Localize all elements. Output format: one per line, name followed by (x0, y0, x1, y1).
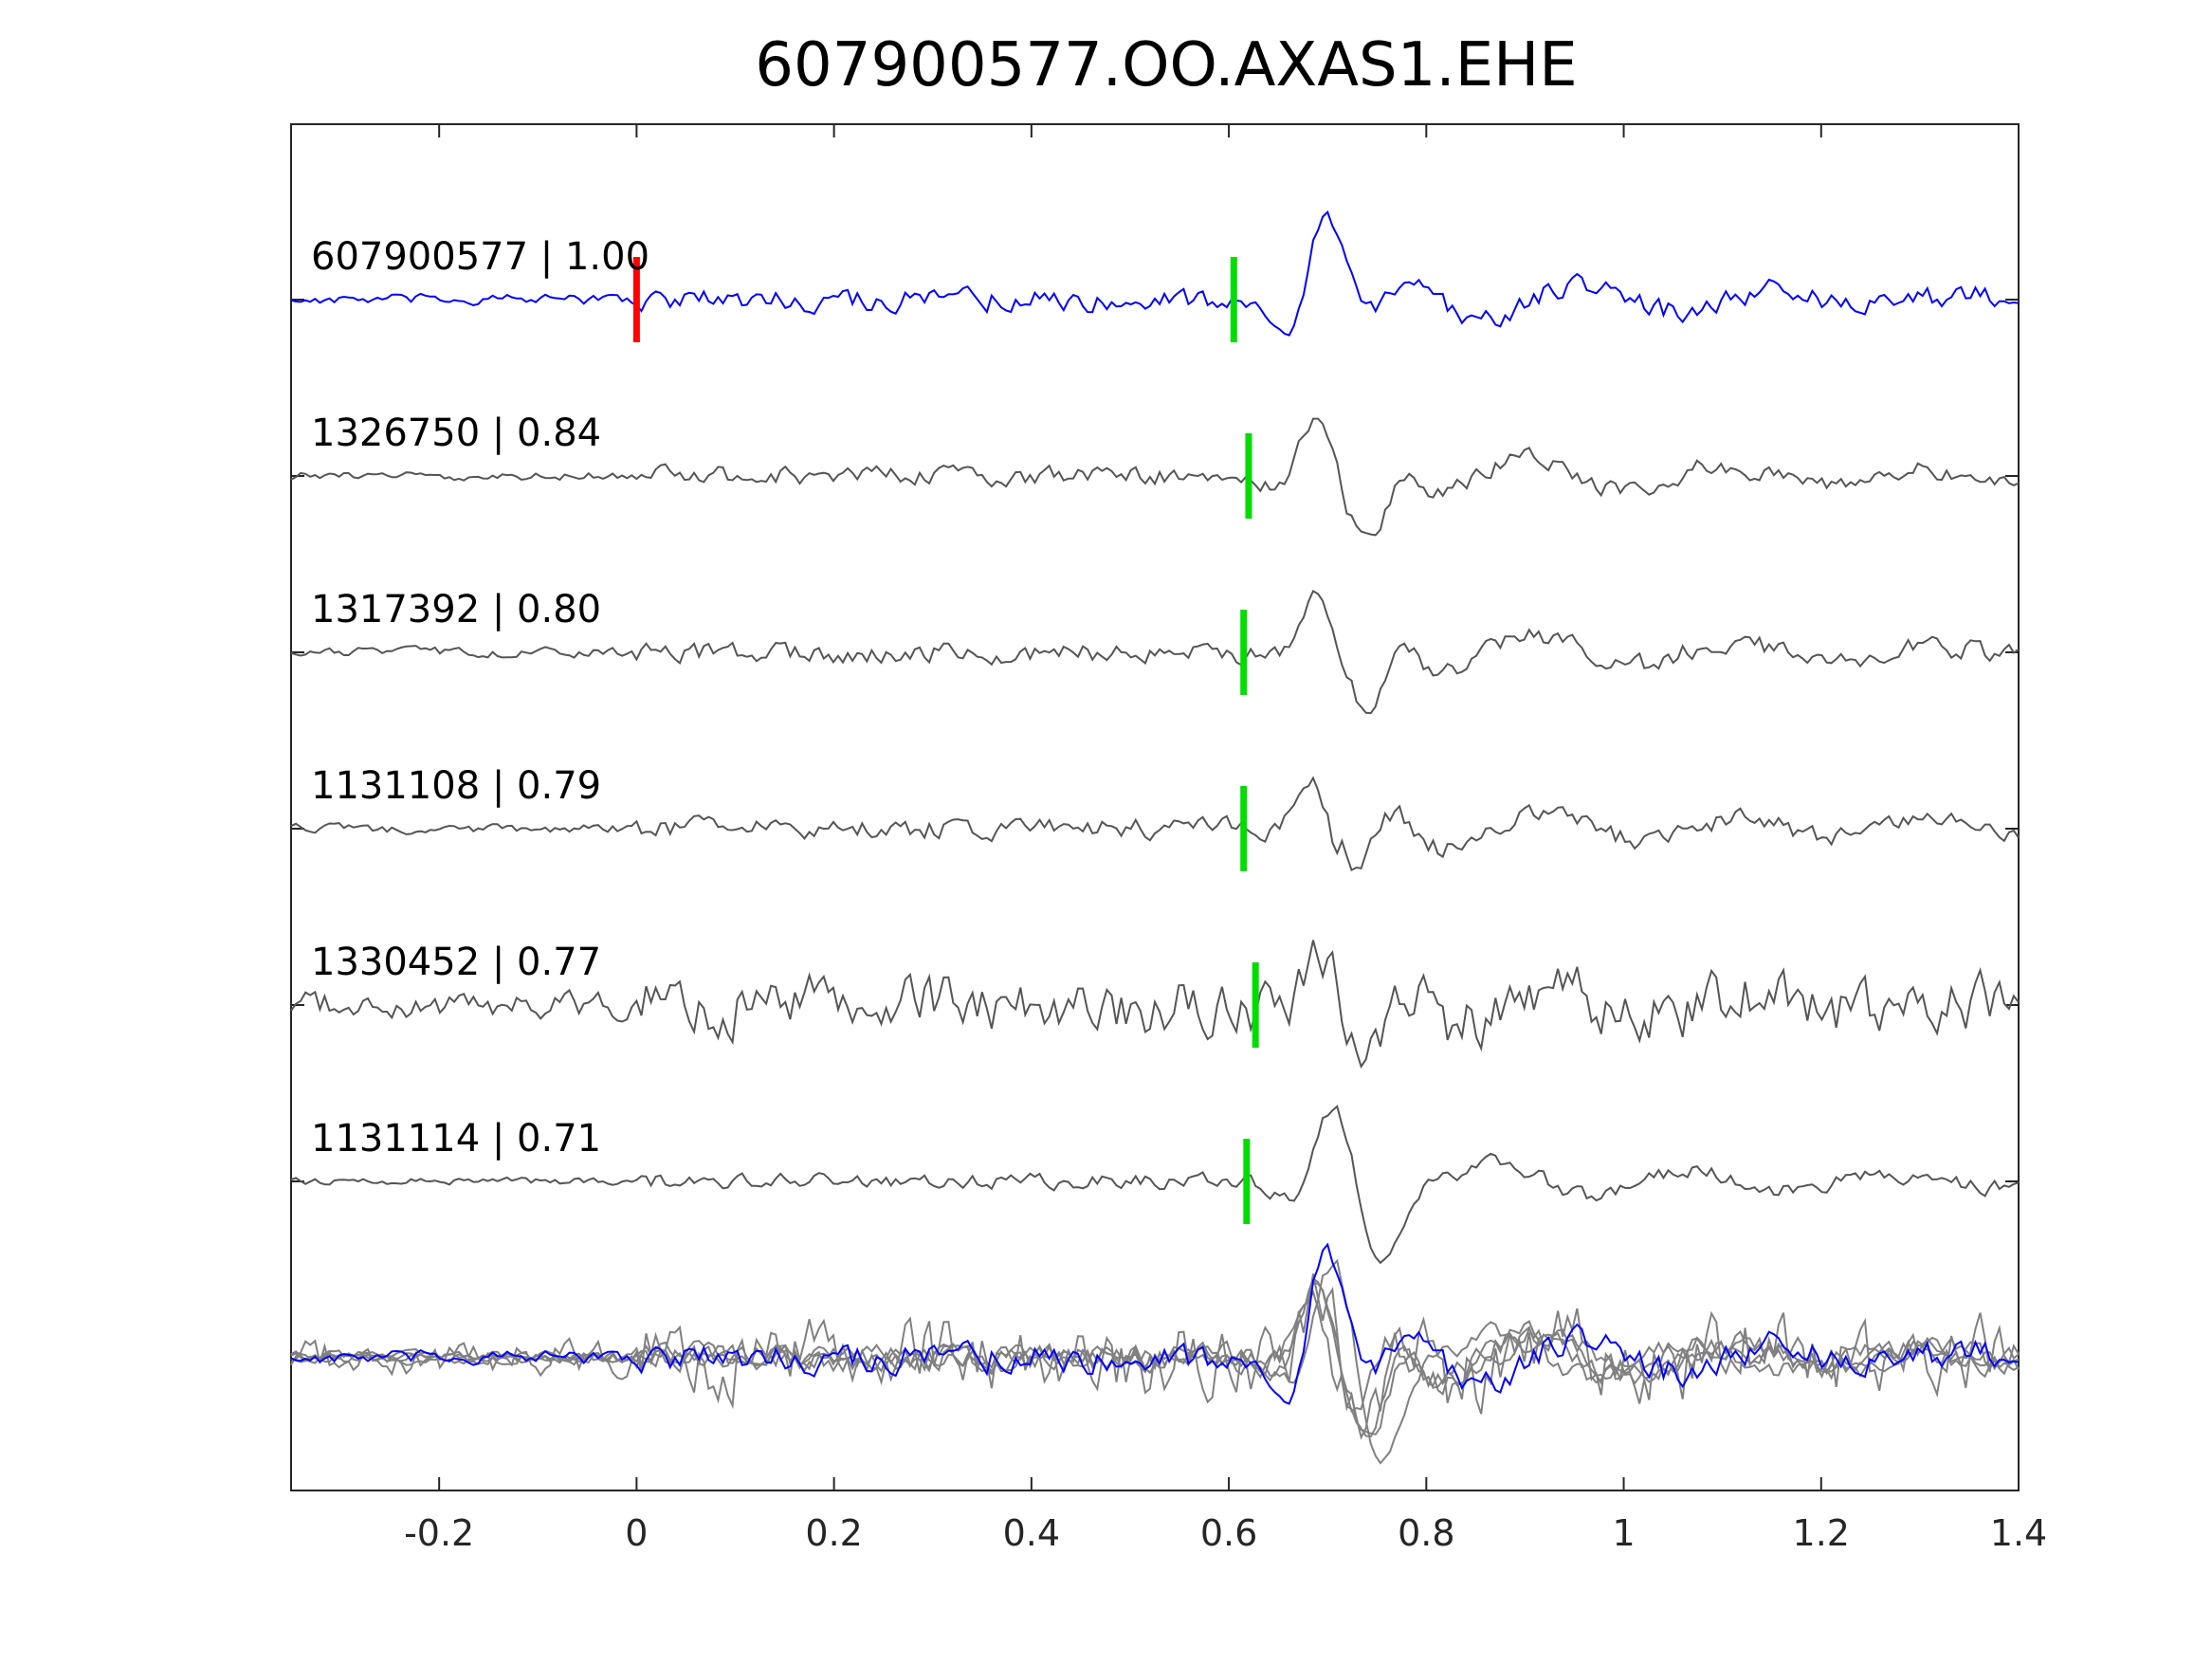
x-tick-label: 0.6 (1200, 1512, 1257, 1554)
overlay-trace-607900577 (290, 1242, 2020, 1405)
trace-1131114 (290, 1105, 2020, 1265)
trace-label-1131108: 1131108 | 0.79 (311, 764, 601, 808)
trace-1330452 (290, 940, 2020, 1070)
x-tick-label: 1 (1612, 1512, 1635, 1554)
x-tick-label: 1.4 (1990, 1512, 2047, 1554)
overlay-trace-1330452 (290, 1273, 2020, 1440)
trace-1326750 (290, 417, 2020, 537)
trace-607900577 (290, 210, 2020, 337)
trace-label-1330452: 1330452 | 0.77 (311, 941, 601, 984)
trace-1317392 (290, 589, 2020, 715)
overlay-group (290, 1242, 2020, 1465)
x-tick-label: 0.2 (805, 1512, 862, 1554)
overlay-trace-1131114 (290, 1258, 2020, 1465)
trace-labels: 607900577 | 1.00 1326750 | 0.84 1317392 | … (311, 235, 649, 1161)
pick-markers (632, 257, 1259, 1224)
x-tick-label: 0.8 (1398, 1512, 1454, 1554)
trace-label-607900577: 607900577 | 1.00 (311, 235, 649, 279)
x-axis: -0.2 0 0.2 0.4 0.6 0.8 1 1.2 1.4 (291, 124, 2047, 1554)
x-tick-label: 1.2 (1793, 1512, 1850, 1554)
x-tick-label: 0.4 (1003, 1512, 1060, 1554)
trace-label-1326750: 1326750 | 0.84 (311, 411, 601, 455)
plot-area (290, 123, 2020, 1491)
x-tick-label: 0 (625, 1512, 648, 1554)
trace-1131108 (290, 776, 2020, 872)
trace-label-1131114: 1131114 | 0.71 (311, 1117, 601, 1161)
chart-title: 607900577.OO.AXAS1.EHE (755, 30, 1577, 101)
trace-label-1317392: 1317392 | 0.80 (311, 588, 601, 631)
trace-group (290, 210, 2020, 1265)
x-tick-label: -0.2 (404, 1512, 474, 1554)
